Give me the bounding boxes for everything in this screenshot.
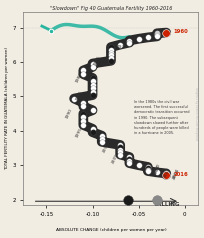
Text: 1980: 1980 [74, 72, 83, 84]
Text: 1995: 1995 [74, 126, 83, 138]
Text: In the 1980s the civil war
worsened. The first successful
democratic transition : In the 1980s the civil war worsened. The… [134, 100, 190, 135]
Text: 2010: 2010 [153, 163, 162, 174]
Text: 2013: 2013 [163, 167, 171, 178]
Text: 2005: 2005 [111, 153, 120, 165]
Text: 2015: 2015 [172, 168, 180, 180]
Text: 2000: 2000 [102, 142, 110, 153]
Text: 2016: 2016 [173, 172, 188, 177]
X-axis label: ABSOLUTE CHANGE (children per women per year): ABSOLUTE CHANGE (children per women per … [56, 228, 166, 233]
Text: 1985: 1985 [74, 89, 83, 101]
Text: 2012: 2012 [153, 165, 162, 177]
Text: Graphics by Kirsten McClure Shepherd: Graphics by Kirsten McClure Shepherd [194, 87, 198, 140]
Text: 2011: 2011 [153, 164, 162, 175]
Text: 1970: 1970 [116, 45, 128, 49]
Text: 1975: 1975 [93, 55, 101, 67]
Text: FALLING: FALLING [154, 202, 180, 207]
Y-axis label: TOTAL FERTILITY RATE IN GUATEMALA (children per women): TOTAL FERTILITY RATE IN GUATEMALA (child… [6, 47, 10, 170]
Text: 2014: 2014 [172, 168, 180, 179]
Text: 1960: 1960 [173, 29, 188, 34]
Text: 1990: 1990 [65, 108, 74, 119]
Title: "Slowdown" Fig 40 Guatemala Fertility 1960-2016: "Slowdown" Fig 40 Guatemala Fertility 19… [50, 5, 172, 10]
